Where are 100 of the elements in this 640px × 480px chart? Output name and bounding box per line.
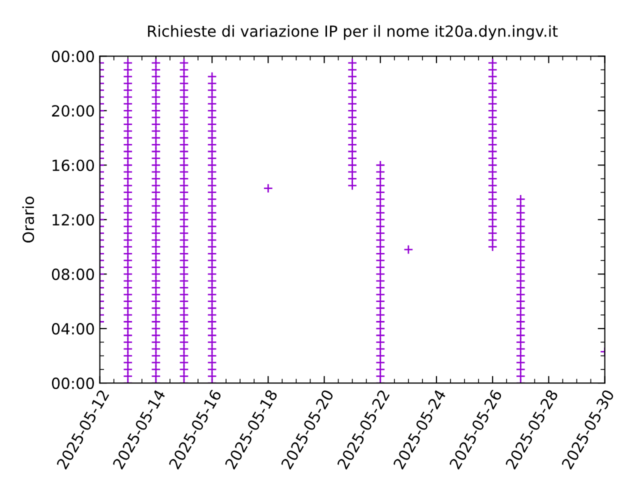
- point: [123, 310, 133, 320]
- point: [516, 358, 526, 368]
- point: [207, 296, 217, 306]
- point: [207, 194, 217, 204]
- point: [207, 153, 217, 164]
- point: [488, 160, 498, 170]
- point: [488, 119, 498, 130]
- point: [347, 98, 358, 109]
- point: [179, 235, 189, 245]
- point: [207, 119, 217, 130]
- point: [151, 146, 161, 156]
- point: [123, 119, 133, 130]
- point: [207, 146, 217, 156]
- point: [123, 92, 133, 102]
- point: [123, 160, 133, 170]
- point: [179, 174, 189, 184]
- point: [179, 222, 189, 232]
- point: [151, 64, 161, 75]
- point: [123, 350, 133, 361]
- point: [347, 64, 358, 75]
- point: [376, 174, 386, 184]
- point: [123, 242, 133, 252]
- point: [151, 106, 161, 116]
- point: [488, 64, 498, 75]
- point: [207, 126, 217, 136]
- point: [179, 337, 189, 348]
- point: [516, 371, 526, 382]
- point: [151, 222, 161, 232]
- point: [179, 85, 189, 96]
- point: [123, 58, 133, 68]
- point: [207, 174, 217, 184]
- point: [516, 337, 526, 348]
- point: [151, 78, 161, 88]
- point: [179, 98, 189, 109]
- point: [179, 188, 189, 198]
- point: [488, 194, 498, 204]
- point: [123, 262, 133, 272]
- point: [376, 160, 386, 170]
- point: [207, 106, 217, 116]
- point: [123, 174, 133, 184]
- point: [151, 119, 161, 130]
- point: [179, 358, 189, 368]
- point: [179, 256, 189, 266]
- point: [207, 201, 217, 211]
- point: [376, 228, 386, 238]
- point: [179, 324, 189, 334]
- point: [347, 133, 358, 143]
- point: [151, 58, 161, 68]
- point: [376, 269, 386, 279]
- point: [404, 244, 414, 254]
- point: [207, 282, 217, 293]
- y-tick-label: 16:00: [52, 160, 94, 172]
- point: [207, 303, 217, 313]
- point: [488, 85, 498, 96]
- point: [179, 208, 189, 218]
- point: [347, 119, 358, 130]
- point: [207, 324, 217, 334]
- point: [516, 330, 526, 340]
- point: [488, 174, 498, 184]
- point: [516, 222, 526, 232]
- point: [376, 276, 386, 286]
- point: [151, 188, 161, 198]
- point: [207, 180, 217, 190]
- point: [179, 153, 189, 164]
- point: [179, 106, 189, 116]
- point: [151, 324, 161, 334]
- point: [516, 290, 526, 300]
- point: [488, 133, 498, 143]
- point: [151, 358, 161, 368]
- point: [376, 242, 386, 252]
- point: [516, 310, 526, 320]
- point: [179, 344, 189, 354]
- point: [347, 180, 358, 190]
- point: [123, 358, 133, 368]
- point: [207, 364, 217, 374]
- point: [151, 282, 161, 293]
- point: [488, 78, 498, 88]
- point: [207, 112, 217, 122]
- point: [179, 228, 189, 238]
- point: [123, 153, 133, 164]
- point: [123, 324, 133, 334]
- point: [207, 98, 217, 109]
- point: [376, 350, 386, 361]
- point: [376, 296, 386, 306]
- point: [123, 235, 133, 245]
- point: [488, 153, 498, 164]
- y-tick-label: 08:00: [52, 268, 94, 280]
- point: [376, 167, 386, 177]
- point: [376, 344, 386, 354]
- point: [179, 330, 189, 340]
- point: [179, 92, 189, 102]
- point: [179, 167, 189, 177]
- point: [516, 248, 526, 259]
- point: [207, 78, 217, 88]
- point: [151, 364, 161, 374]
- point: [488, 146, 498, 156]
- point: [179, 276, 189, 286]
- point: [123, 248, 133, 259]
- point: [123, 98, 133, 109]
- point: [123, 64, 133, 75]
